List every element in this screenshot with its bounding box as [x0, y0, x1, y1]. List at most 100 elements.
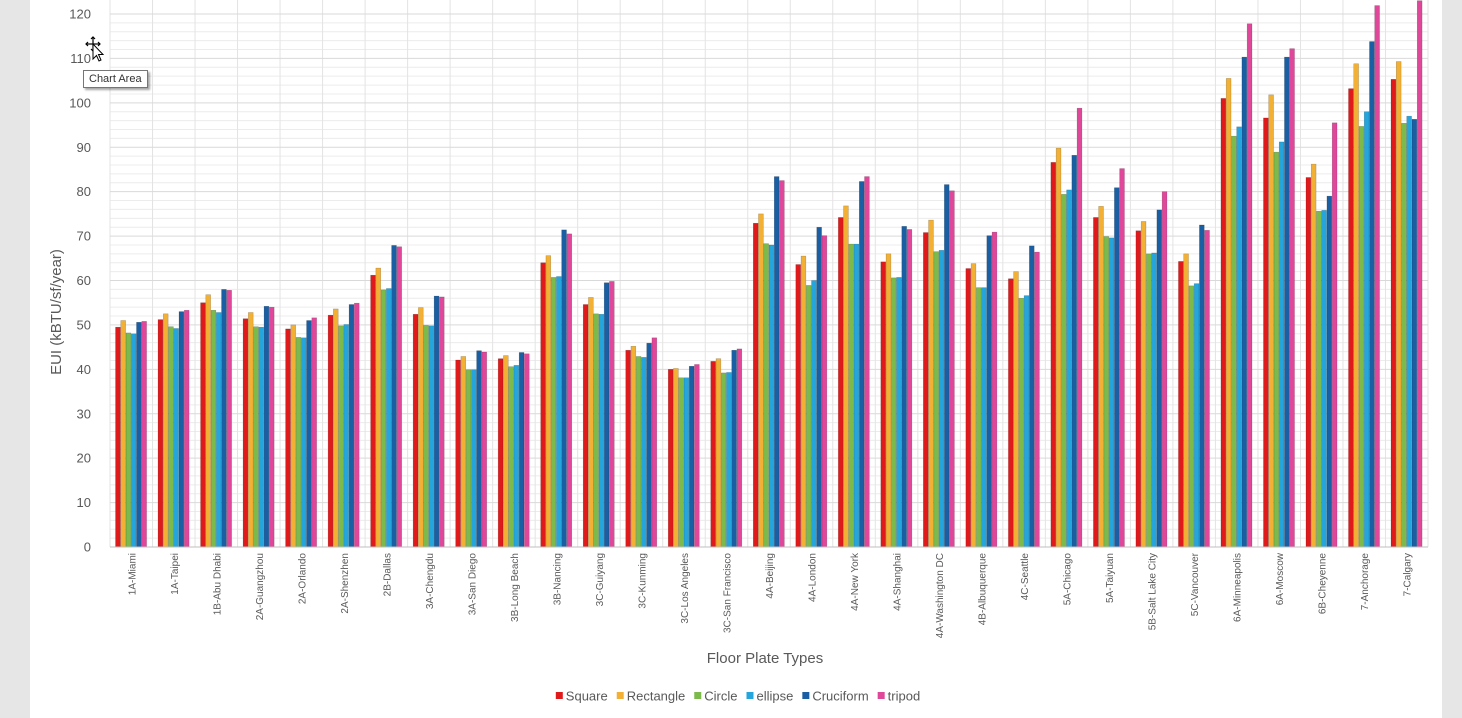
- bar-rectangle-3[interactable]: [248, 312, 254, 548]
- bar-rectangle-16[interactable]: [800, 255, 807, 548]
- bar-tripod-10[interactable]: [566, 233, 572, 548]
- bar-rectangle-17[interactable]: [843, 205, 849, 548]
- bar-ellipse-26[interactable]: [1236, 126, 1242, 548]
- bar-tripod-2[interactable]: [226, 290, 232, 548]
- bar-tripod-20[interactable]: [991, 231, 998, 548]
- bar-ellipse-0[interactable]: [131, 333, 137, 548]
- bar-circle-13[interactable]: [678, 377, 684, 548]
- bar-cruciform-26[interactable]: [1241, 56, 1248, 548]
- bar-circle-10[interactable]: [550, 277, 557, 548]
- bar-cruciform-8[interactable]: [476, 350, 482, 548]
- bar-ellipse-3[interactable]: [258, 326, 264, 548]
- bar-circle-29[interactable]: [1358, 126, 1365, 548]
- bar-tripod-26[interactable]: [1246, 23, 1253, 548]
- bar-ellipse-6[interactable]: [386, 288, 392, 548]
- bar-circle-21[interactable]: [1018, 298, 1024, 548]
- bar-square-5[interactable]: [327, 314, 334, 548]
- bar-square-30[interactable]: [1390, 79, 1397, 548]
- bar-ellipse-28[interactable]: [1321, 210, 1327, 548]
- bar-ellipse-29[interactable]: [1363, 111, 1370, 548]
- bar-tripod-3[interactable]: [269, 306, 275, 548]
- bar-cruciform-10[interactable]: [561, 229, 567, 548]
- bar-cruciform-3[interactable]: [263, 306, 270, 548]
- bar-square-29[interactable]: [1348, 88, 1354, 548]
- bar-cruciform-9[interactable]: [518, 352, 525, 548]
- bar-square-3[interactable]: [242, 318, 249, 548]
- bar-tripod-22[interactable]: [1076, 107, 1083, 548]
- bar-rectangle-23[interactable]: [1098, 206, 1104, 548]
- bar-tripod-12[interactable]: [651, 337, 658, 548]
- bar-circle-20[interactable]: [976, 287, 982, 548]
- bar-square-17[interactable]: [838, 217, 844, 548]
- bar-rectangle-8[interactable]: [460, 356, 466, 548]
- bar-circle-1[interactable]: [168, 326, 174, 548]
- bar-tripod-14[interactable]: [736, 348, 743, 548]
- bar-tripod-15[interactable]: [779, 180, 785, 548]
- bar-ellipse-10[interactable]: [556, 276, 562, 548]
- bar-tripod-4[interactable]: [311, 317, 317, 548]
- bar-tripod-30[interactable]: [1416, 0, 1423, 548]
- bar-square-23[interactable]: [1093, 217, 1099, 548]
- bar-ellipse-8[interactable]: [471, 369, 477, 548]
- bar-rectangle-28[interactable]: [1310, 163, 1317, 548]
- bar-square-27[interactable]: [1263, 117, 1269, 548]
- bar-circle-26[interactable]: [1231, 135, 1237, 548]
- bar-cruciform-11[interactable]: [603, 282, 610, 548]
- bar-cruciform-17[interactable]: [859, 181, 865, 548]
- bar-ellipse-24[interactable]: [1151, 252, 1157, 548]
- bar-cruciform-25[interactable]: [1199, 224, 1205, 548]
- bar-circle-9[interactable]: [508, 366, 514, 548]
- bar-rectangle-22[interactable]: [1055, 147, 1062, 548]
- bar-square-19[interactable]: [923, 232, 929, 548]
- bar-tripod-7[interactable]: [439, 296, 445, 548]
- bar-circle-0[interactable]: [125, 332, 132, 548]
- bar-tripod-1[interactable]: [184, 310, 190, 548]
- bar-cruciform-21[interactable]: [1029, 245, 1035, 548]
- bar-circle-22[interactable]: [1061, 194, 1067, 548]
- bar-cruciform-0[interactable]: [136, 322, 142, 548]
- bar-circle-30[interactable]: [1401, 123, 1407, 548]
- bar-ellipse-7[interactable]: [428, 325, 434, 548]
- bar-rectangle-5[interactable]: [333, 308, 339, 548]
- bar-rectangle-4[interactable]: [290, 324, 296, 548]
- bar-tripod-29[interactable]: [1374, 5, 1380, 548]
- bar-tripod-5[interactable]: [354, 302, 360, 548]
- bar-ellipse-12[interactable]: [641, 357, 647, 548]
- bar-tripod-23[interactable]: [1119, 168, 1125, 548]
- bar-tripod-17[interactable]: [864, 176, 870, 548]
- bar-tripod-28[interactable]: [1331, 122, 1338, 548]
- bar-cruciform-19[interactable]: [944, 184, 950, 548]
- bar-ellipse-25[interactable]: [1193, 283, 1200, 548]
- bar-tripod-19[interactable]: [949, 190, 955, 548]
- bar-ellipse-15[interactable]: [768, 244, 775, 548]
- bar-cruciform-16[interactable]: [816, 226, 822, 548]
- bar-square-4[interactable]: [285, 328, 291, 548]
- bar-rectangle-24[interactable]: [1140, 221, 1147, 548]
- bar-ellipse-11[interactable]: [598, 314, 605, 548]
- bar-circle-3[interactable]: [253, 326, 259, 548]
- bar-cruciform-2[interactable]: [221, 289, 227, 548]
- bar-tripod-0[interactable]: [141, 321, 147, 548]
- chart-area[interactable]: 0 10 20 30 40 50 60 70 80 90 100 110 120 1A-Miami 1A-…: [30, 0, 1442, 718]
- bar-square-25[interactable]: [1178, 261, 1184, 548]
- bar-ellipse-23[interactable]: [1108, 237, 1115, 548]
- bar-ellipse-5[interactable]: [343, 324, 349, 548]
- bar-cruciform-22[interactable]: [1071, 155, 1077, 548]
- bar-ellipse-21[interactable]: [1023, 295, 1030, 548]
- bar-cruciform-14[interactable]: [731, 349, 737, 548]
- bar-ellipse-30[interactable]: [1406, 115, 1412, 548]
- bar-tripod-11[interactable]: [609, 281, 615, 548]
- bar-rectangle-19[interactable]: [928, 219, 934, 548]
- bar-cruciform-27[interactable]: [1284, 56, 1290, 548]
- bar-rectangle-12[interactable]: [630, 345, 637, 548]
- bar-cruciform-30[interactable]: [1411, 119, 1418, 548]
- bar-ellipse-17[interactable]: [853, 243, 860, 548]
- bar-rectangle-13[interactable]: [673, 368, 679, 548]
- bar-circle-7[interactable]: [423, 325, 429, 548]
- bar-cruciform-1[interactable]: [178, 311, 185, 548]
- bar-cruciform-15[interactable]: [773, 176, 780, 548]
- bar-ellipse-19[interactable]: [938, 250, 945, 548]
- bar-circle-8[interactable]: [465, 369, 472, 548]
- bar-rectangle-18[interactable]: [885, 253, 892, 548]
